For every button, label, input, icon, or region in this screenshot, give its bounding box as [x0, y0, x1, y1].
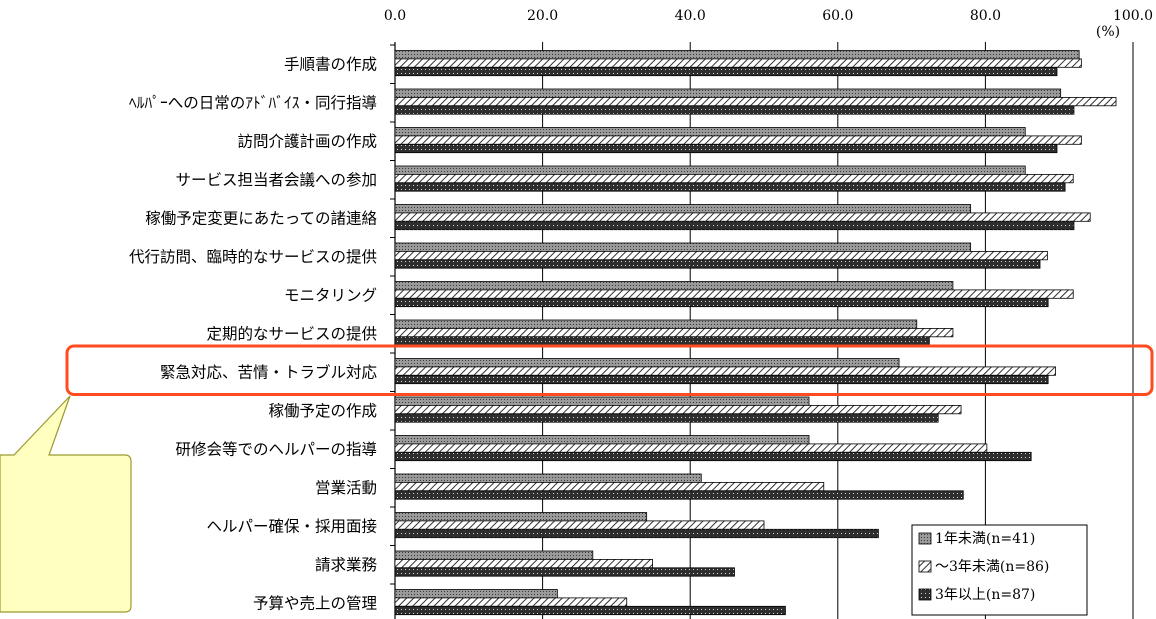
legend-swatch: [918, 588, 932, 601]
x-tick-labels: 0.0 20.0 40.0 60.0 80.0 100.0: [384, 8, 1153, 24]
bar-series-3: [394, 336, 930, 346]
bar-series-3: [394, 220, 1075, 231]
bar-series-2: [394, 173, 1074, 184]
bar-series-1: [394, 242, 972, 252]
legend-label: 3年以上(n=87): [935, 587, 1035, 603]
bar-series-3: [394, 259, 1041, 269]
category-label: 緊急対応、苦情・トラブル対応: [160, 362, 378, 381]
bar-series-2: [394, 135, 1082, 145]
unit-label: (%): [1096, 24, 1120, 40]
bar-series-2: [394, 212, 1091, 222]
bar-series-1: [394, 473, 702, 483]
x-tick-label: 40.0: [675, 8, 706, 24]
bar-series-2: [394, 289, 1074, 299]
legend-items: 1年未満(n=41) ～3年未満(n=86) 3年以上(n=87): [918, 531, 1049, 603]
bar-series-1: [394, 358, 900, 368]
category-label: 訪問介護計画の作成: [237, 132, 377, 150]
bar-series-3: [394, 490, 964, 500]
x-tick-label: 60.0: [822, 8, 853, 24]
bar-series-2: [394, 327, 954, 338]
bar-series-3: [394, 451, 1032, 462]
bar-series-3: [394, 528, 879, 539]
bar-series-2: [394, 443, 988, 453]
legend-label: 1年未満(n=41): [935, 531, 1035, 547]
category-label: 請求業務: [315, 556, 378, 574]
bar-series-2: [394, 520, 765, 530]
bar-series-3: [394, 66, 1058, 77]
x-tick-label: 100.0: [1113, 8, 1153, 24]
category-label: 稼働予定の作成: [268, 402, 377, 420]
bar-series-1: [394, 319, 918, 329]
bar-series-1: [394, 435, 810, 445]
bar-series-1: [394, 396, 810, 406]
bar-series-3: [394, 143, 1058, 154]
category-label: ヘルパー確保・採用面接: [206, 517, 377, 535]
x-tick-label: 20.0: [527, 8, 558, 24]
legend-frame: [911, 524, 1088, 616]
bar-series-3: [394, 567, 735, 577]
category-label: 定期的なサービスの提供: [206, 325, 377, 343]
bar-series-1: [394, 550, 594, 560]
category-label: 予算や売上の管理: [253, 593, 377, 612]
bar-series-3: [394, 605, 786, 616]
highlight-rectangle: [65, 344, 1154, 396]
bar-series-1: [394, 204, 972, 214]
category-label: モニタリング: [284, 286, 377, 304]
callout-bubble: [0, 395, 132, 613]
bar-series-1: [394, 165, 1026, 175]
bar-series-2: [394, 366, 1056, 376]
x-tick-label: 0.0: [384, 8, 406, 24]
category-label: 営業活動: [315, 479, 377, 497]
bar-series-3: [394, 374, 1049, 385]
bar-series-3: [394, 182, 1066, 192]
highlight-box: [65, 344, 1154, 396]
category-labels: 手順書の作成 ﾍﾙﾊﾟｰへの日常のｱﾄﾞﾊﾞｲｽ・同行指導訪問介護計画の作成サービ…: [129, 55, 378, 612]
callout-shape: [0, 395, 132, 613]
x-tick-label: 80.0: [970, 8, 1001, 24]
bar-series-2: [394, 97, 1117, 107]
category-label: 研修会等でのヘルパーの指導: [175, 440, 377, 458]
category-label: サービス担当者会議への参加: [175, 171, 377, 189]
bar-series-1: [394, 88, 1062, 98]
legend-swatch: [918, 532, 932, 545]
bar-series-2: [394, 250, 1048, 261]
bar-series-1: [394, 50, 1080, 60]
bar-series-2: [394, 58, 1082, 68]
bar-series-2: [394, 404, 962, 415]
legend: 1年未満(n=41) ～3年未満(n=86) 3年以上(n=87): [911, 524, 1088, 616]
bar-series-3: [394, 297, 1049, 308]
bar-series-2: [394, 481, 825, 492]
axes: [390, 42, 396, 619]
category-label: 代行訪問、臨時的なサービスの提供: [129, 248, 377, 266]
bar-series-1: [394, 281, 954, 291]
bars: [394, 50, 1117, 616]
legend-swatch: [918, 560, 932, 573]
bar-series-3: [394, 413, 939, 423]
category-label: ﾍﾙﾊﾟｰへの日常のｱﾄﾞﾊﾞｲｽ・同行指導: [129, 94, 377, 112]
bar-series-1: [394, 589, 558, 599]
bar-series-1: [394, 512, 648, 522]
category-label: 手順書の作成: [284, 55, 377, 73]
bar-series-1: [394, 127, 1026, 137]
bar-series-3: [394, 105, 1075, 115]
bar-series-2: [394, 559, 653, 569]
category-label: 稼働予定変更にあたっての諸連絡: [145, 209, 377, 227]
legend-label: ～3年未満(n=86): [935, 559, 1049, 575]
bar-series-2: [394, 597, 628, 607]
